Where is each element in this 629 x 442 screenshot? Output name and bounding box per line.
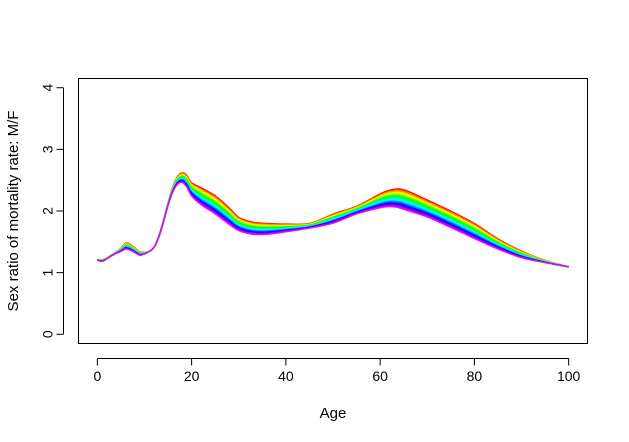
y-axis-title: Sex ratio of mortality rate: M/F bbox=[5, 111, 22, 312]
y-tick-label: 1 bbox=[40, 269, 56, 277]
x-tick-label: 80 bbox=[467, 368, 483, 384]
x-axis-title: Age bbox=[320, 405, 347, 422]
x-tick-label: 100 bbox=[557, 368, 581, 384]
x-tick-label: 60 bbox=[372, 368, 388, 384]
y-tick-label: 2 bbox=[40, 207, 56, 215]
y-tick-label: 4 bbox=[40, 84, 56, 92]
series-line-20 bbox=[97, 180, 569, 268]
x-tick-label: 40 bbox=[278, 368, 294, 384]
series-line-23 bbox=[97, 181, 569, 268]
y-tick-label: 3 bbox=[40, 145, 56, 153]
series-line-22 bbox=[97, 181, 569, 268]
x-tick-label: 0 bbox=[93, 368, 101, 384]
y-axis: 0 1 2 3 4 bbox=[40, 84, 64, 338]
series-line-21 bbox=[97, 180, 569, 268]
plot-frame bbox=[78, 78, 588, 344]
x-axis: 0 20 40 60 80 100 bbox=[93, 358, 581, 384]
y-tick-label: 0 bbox=[40, 330, 56, 338]
series-line-24 bbox=[97, 181, 569, 268]
x-tick-label: 20 bbox=[184, 368, 200, 384]
series-layer bbox=[97, 172, 569, 268]
